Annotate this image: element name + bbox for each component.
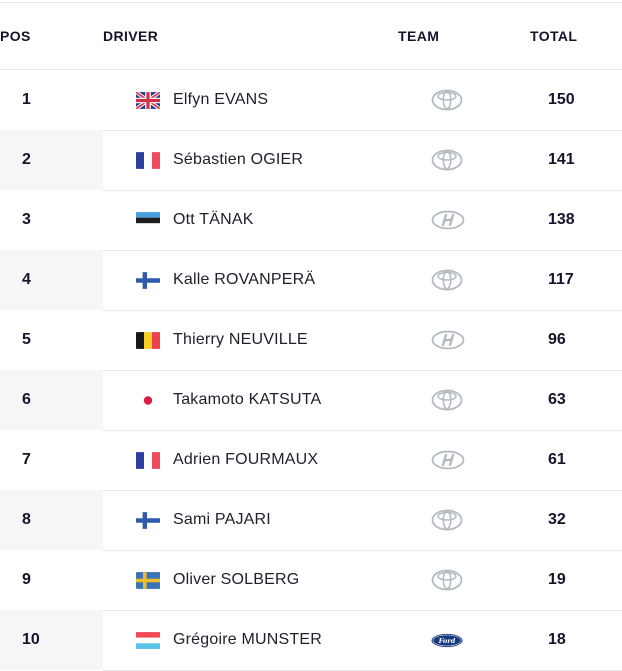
driver-name: Thierry NEUVILLE [173,331,308,348]
svg-text:Ford: Ford [438,636,456,644]
top-gap [0,0,622,2]
top-rule [0,2,622,3]
france-flag-icon [136,451,160,469]
total-points: 19 [548,571,566,588]
driver-name: Kalle ROVANPERÄ [173,271,316,288]
driver-row[interactable]: 9 Oliver SOLBERG 19 [0,550,622,610]
driver-row[interactable]: 8 Sami PAJARI 32 [0,490,622,550]
luxembourg-flag-icon [136,631,160,649]
france-flag-icon [136,151,160,169]
driver-row[interactable]: 4 Kalle ROVANPERÄ 117 [0,250,622,310]
driver-row[interactable]: 5 Thierry NEUVILLE 96 [0,310,622,370]
total-points: 138 [548,211,575,228]
total-points: 18 [548,631,566,648]
position-value: 3 [22,211,31,228]
japan-flag-icon [136,391,160,409]
driver-name: Elfyn EVANS [173,91,269,108]
driver-name: Sami PAJARI [173,511,271,528]
united-kingdom-flag-icon [136,91,160,109]
driver-name: Sébastien OGIER [173,151,304,168]
toyota-logo-icon [431,569,463,591]
sweden-flag-icon [136,571,160,589]
column-header-total: TOTAL [530,28,578,44]
estonia-flag-icon [136,211,160,229]
driver-name: Takamoto KATSUTA [173,391,322,408]
driver-name: Oliver SOLBERG [173,571,300,588]
driver-row[interactable]: 7 Adrien FOURMAUX 61 [0,430,622,490]
total-points: 61 [548,451,566,468]
ford-logo-icon: Ford [431,633,463,648]
hyundai-logo-icon [431,210,465,230]
position-value: 4 [0,250,103,310]
driver-row[interactable]: 2 Sébastien OGIER 141 [0,130,622,190]
toyota-logo-icon [431,149,463,171]
total-points: 63 [548,391,566,408]
hyundai-logo-icon [431,330,465,350]
driver-name: Ott TÄNAK [173,211,254,228]
table-header-row: POS DRIVER TEAM TOTAL [0,3,622,70]
toyota-logo-icon [431,89,463,111]
position-value: 2 [0,130,103,190]
position-value: 5 [22,331,31,348]
position-value: 1 [22,91,31,108]
finland-flag-icon [136,511,160,529]
driver-row[interactable]: 10 Grégoire MUNSTER Ford 18 [0,610,622,670]
total-points: 117 [548,271,574,288]
driver-row[interactable]: 1 Elfyn EVANS 150 [0,70,622,130]
finland-flag-icon [136,271,160,289]
driver-name: Adrien FOURMAUX [173,451,319,468]
driver-name: Grégoire MUNSTER [173,631,323,648]
position-value: 10 [0,610,103,670]
total-points: 150 [548,91,575,108]
column-header-pos: POS [0,28,31,44]
total-points: 96 [548,331,566,348]
driver-row[interactable]: 6 Takamoto KATSUTA 63 [0,370,622,430]
position-value: 6 [0,370,103,430]
toyota-logo-icon [431,509,463,531]
column-header-team: TEAM [398,28,440,44]
position-value: 9 [22,571,31,588]
table-body: 1 Elfyn EVANS 150 2 Sébastien OGIER 141 … [0,70,622,670]
total-points: 141 [548,151,575,168]
driver-row[interactable]: 3 Ott TÄNAK 138 [0,190,622,250]
hyundai-logo-icon [431,450,465,470]
position-value: 7 [22,451,31,468]
total-points: 32 [548,511,566,528]
belgium-flag-icon [136,331,160,349]
toyota-logo-icon [431,389,463,411]
column-header-driver: DRIVER [103,28,159,44]
toyota-logo-icon [431,269,463,291]
position-value: 8 [0,490,103,550]
